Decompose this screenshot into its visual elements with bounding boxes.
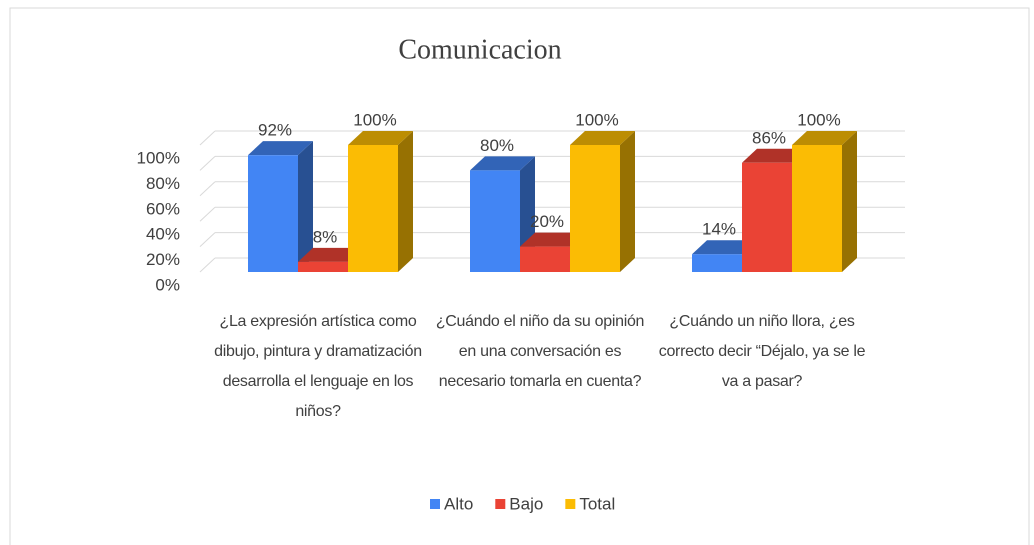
bar-top <box>520 232 585 247</box>
data-label: 100% <box>575 110 618 129</box>
legend-label: Bajo <box>509 494 543 513</box>
x-tick-label: ¿La expresión artística como dibujo, pin… <box>214 313 422 420</box>
grid-line <box>199 206 216 222</box>
bar-top <box>470 156 535 171</box>
legend-label: Alto <box>444 494 473 513</box>
bar-side <box>398 131 413 272</box>
bar-front <box>348 145 398 272</box>
bar-top <box>692 240 757 255</box>
legend-label: Total <box>579 494 615 513</box>
bar-front <box>470 170 520 272</box>
grid-line <box>199 156 216 171</box>
data-label: 80% <box>480 136 514 155</box>
bar-side <box>842 131 857 272</box>
x-tick-label: ¿Cuándo el niño da su opinión en una con… <box>435 313 645 390</box>
bar <box>248 141 313 272</box>
data-label: 8% <box>313 227 338 246</box>
chart-title: Comunicacion <box>398 34 561 65</box>
legend-swatch <box>495 499 506 509</box>
y-tick-label: 60% <box>146 199 180 218</box>
y-tick-label: 20% <box>146 250 180 269</box>
bar-side <box>298 141 313 272</box>
bar-top <box>570 131 635 145</box>
bar-side <box>620 131 635 272</box>
bar <box>792 131 857 272</box>
bar-front <box>248 155 298 272</box>
bar-top <box>298 247 363 262</box>
bar-front <box>298 261 348 272</box>
chart-frame <box>9 7 1030 545</box>
bar-top <box>248 141 313 156</box>
legend-swatch <box>430 499 440 509</box>
legend-swatch <box>565 499 576 509</box>
y-tick-label: 0% <box>155 275 180 294</box>
y-tick-label: 80% <box>146 174 180 193</box>
bar <box>570 131 635 272</box>
x-tick-label: ¿Cuándo un niño llora, ¿es correcto deci… <box>658 313 866 390</box>
data-label: 100% <box>353 110 396 129</box>
data-label: 92% <box>258 121 292 140</box>
bar-front <box>792 145 842 272</box>
bar-front <box>570 145 620 272</box>
grid-line <box>199 257 216 273</box>
bar-front <box>692 254 742 272</box>
grid-line <box>199 232 216 247</box>
bar-top <box>348 131 413 145</box>
data-label: 14% <box>702 220 736 239</box>
y-tick-label: 100% <box>137 148 180 167</box>
grid-line <box>199 130 216 146</box>
bar <box>348 131 413 272</box>
data-label: 86% <box>752 128 786 147</box>
data-label: 20% <box>530 212 564 231</box>
bar-top <box>742 148 807 163</box>
bar-front <box>742 162 792 272</box>
bar-front <box>520 246 570 272</box>
y-tick-label: 40% <box>146 225 180 244</box>
data-label: 100% <box>797 110 840 129</box>
bar-top <box>792 131 857 145</box>
grid-line <box>199 181 216 197</box>
